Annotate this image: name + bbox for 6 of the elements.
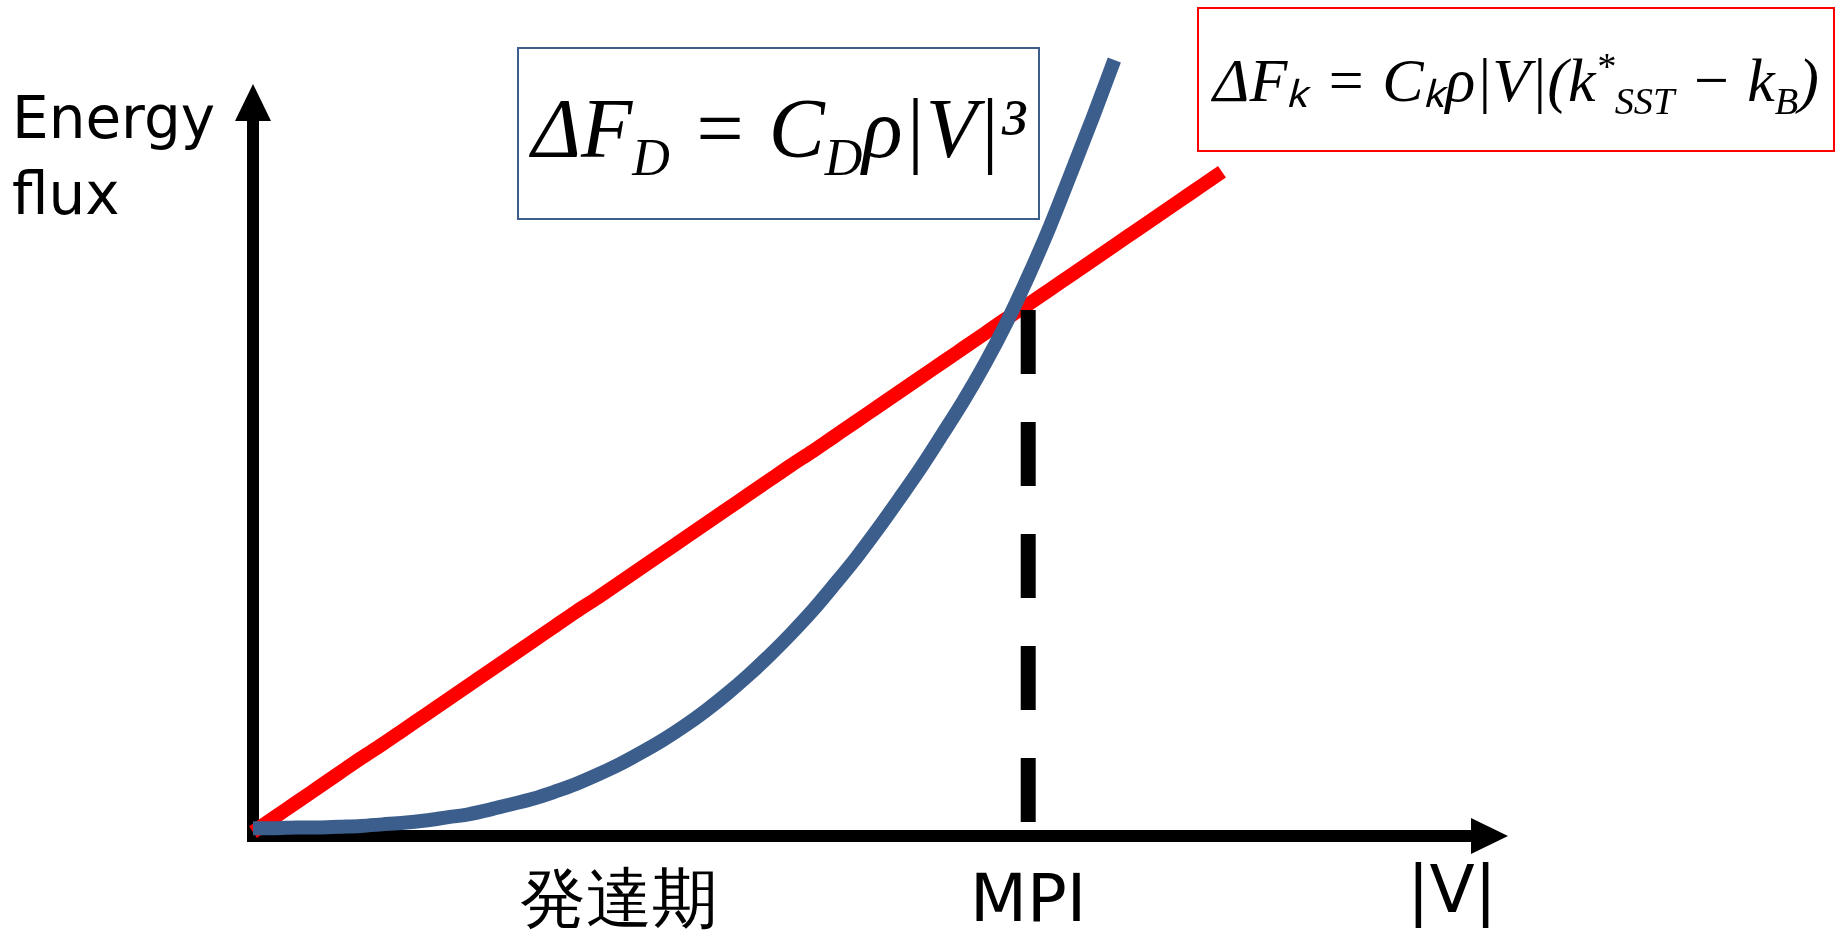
- y-axis-title: Energy flux: [12, 83, 217, 230]
- series-label: ΔF$_{D}$ = C$_{D}$ρ|V|³: [531, 81, 1026, 187]
- x-tick-label: 発達期: [520, 860, 719, 933]
- x-axis-title: |V|: [1407, 851, 1497, 928]
- series-label: ΔFₖ = Cₖρ|V|(k$^{*}$$_{SST}$ − k$_{B}$): [1213, 44, 1819, 124]
- x-tick-label: MPI: [970, 860, 1087, 933]
